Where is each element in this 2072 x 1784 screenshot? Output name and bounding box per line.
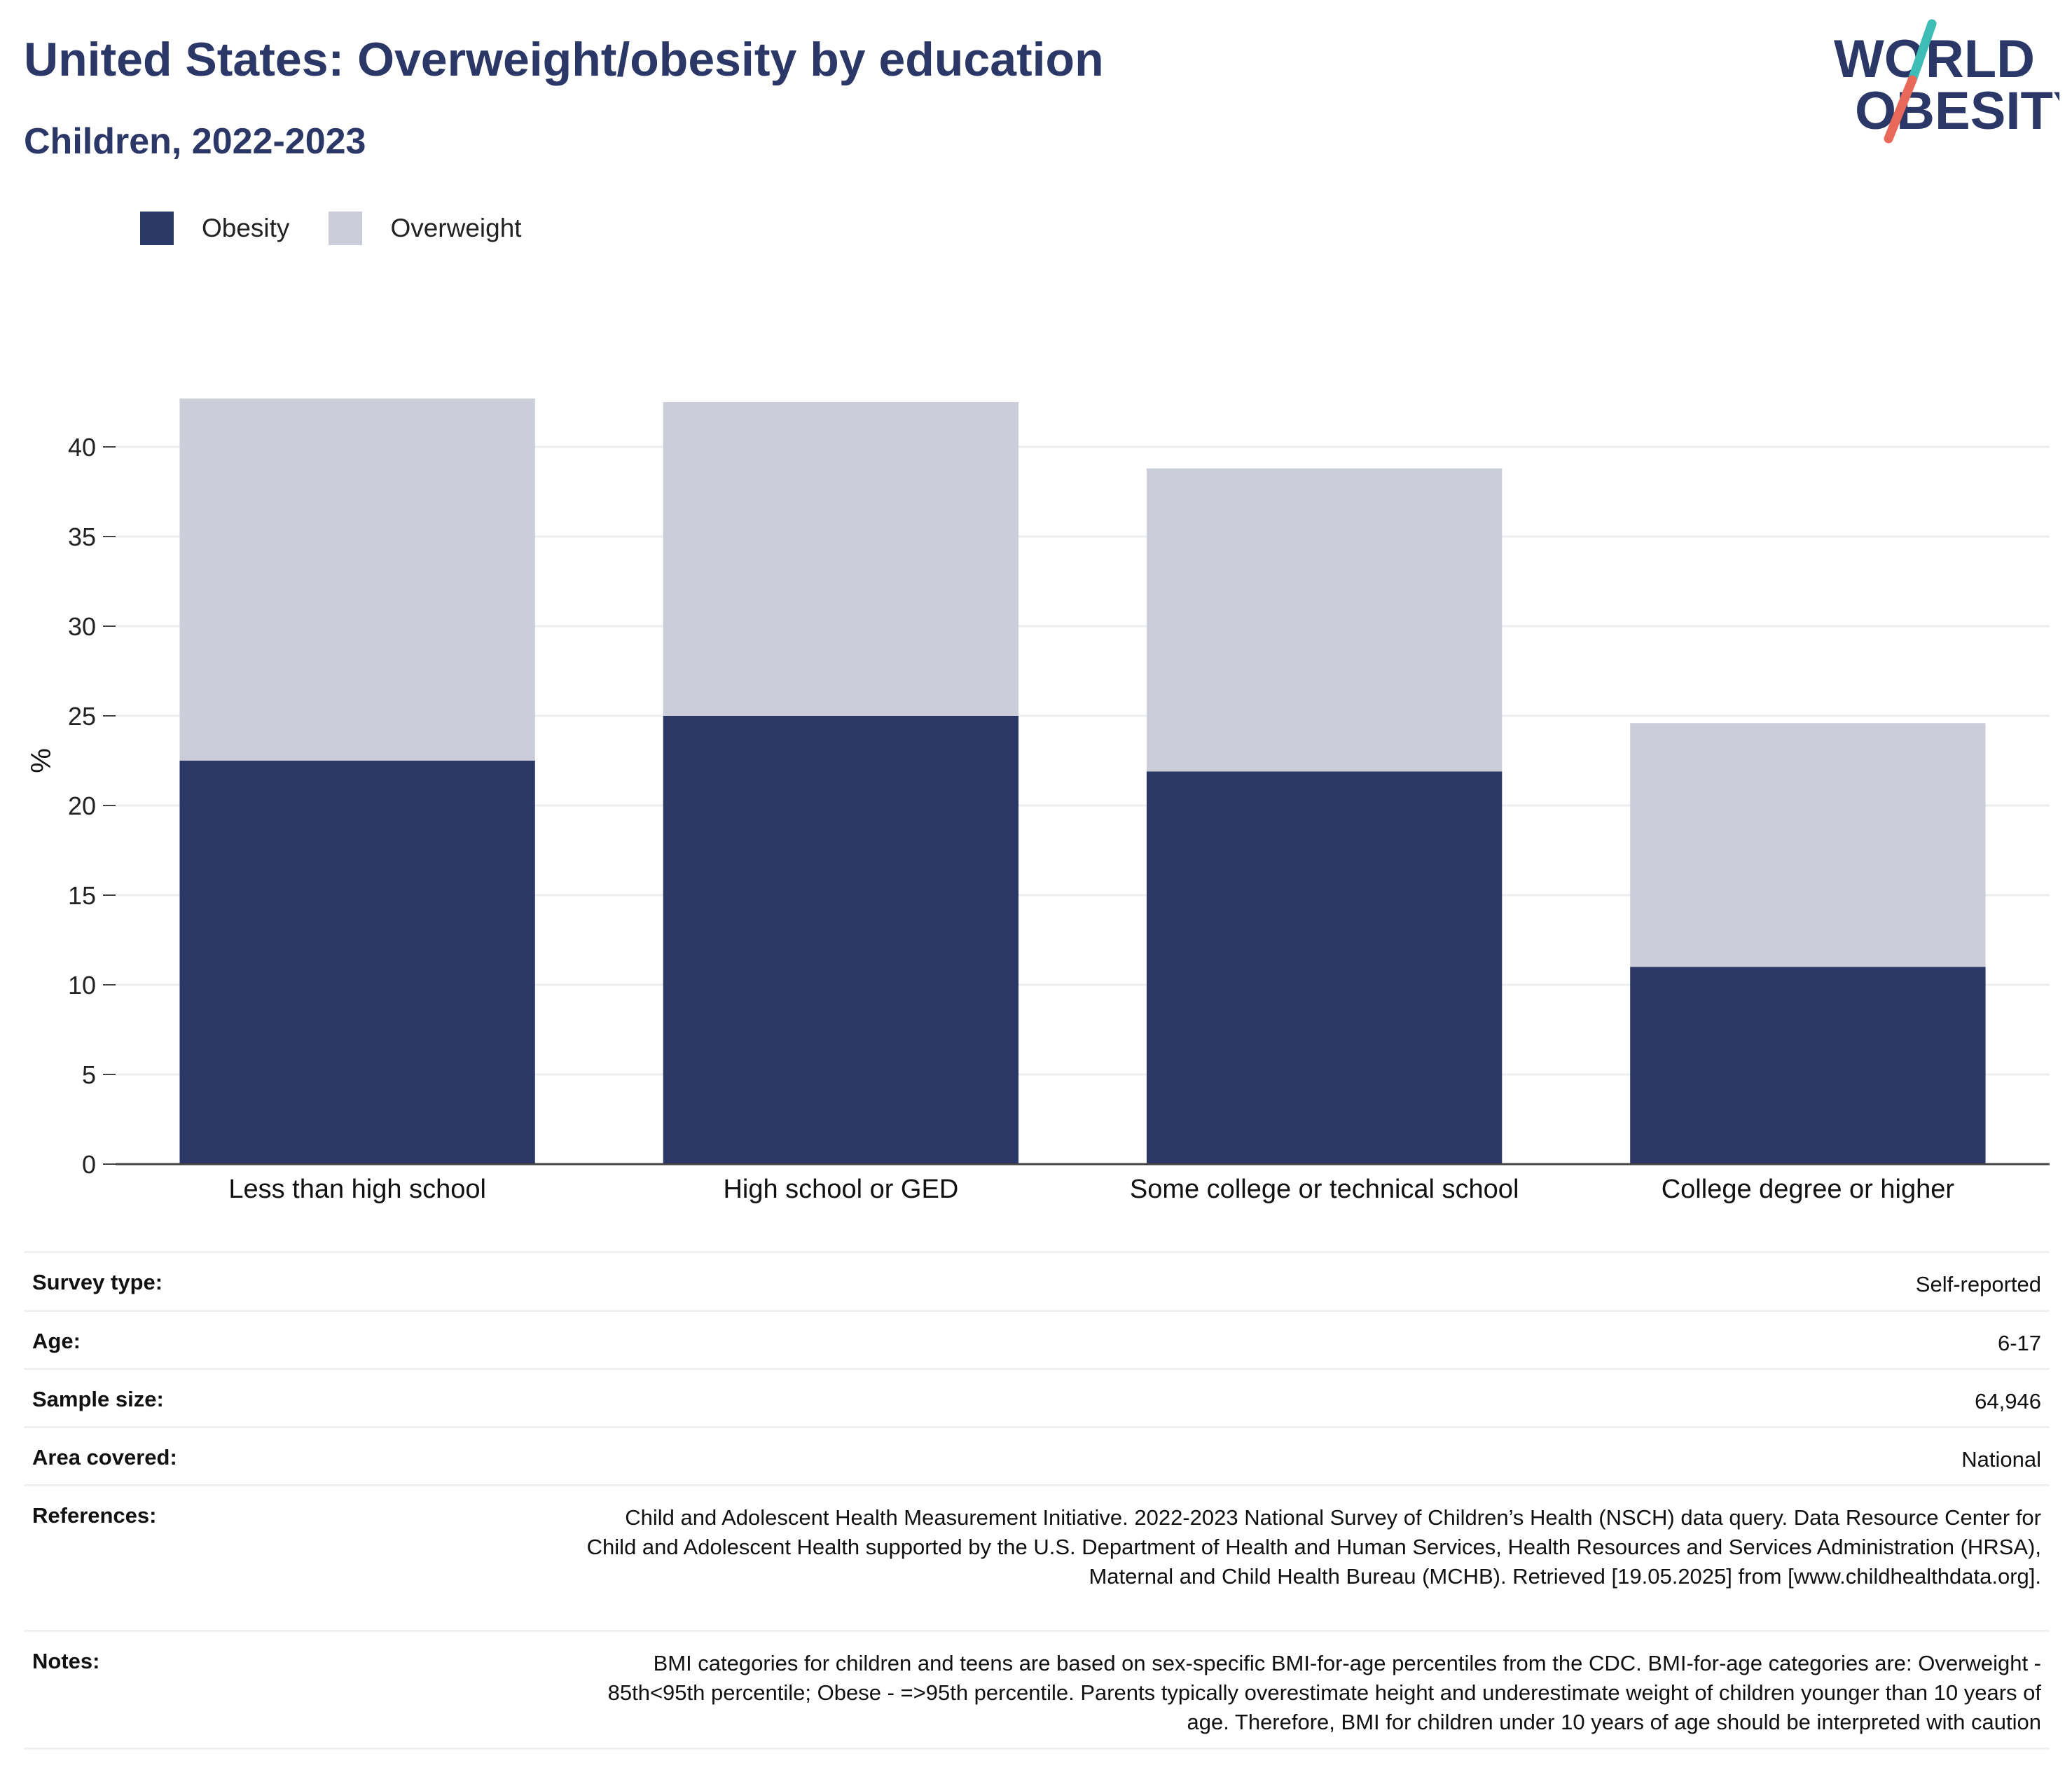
info-value: 64,946	[1975, 1389, 2041, 1413]
legend-swatch-obesity	[140, 212, 174, 245]
logo-line-1: WORLD	[1834, 29, 2035, 89]
info-value: Child and Adolescent Health Measurement …	[586, 1505, 2041, 1589]
logo-slash-teal	[1907, 19, 1937, 85]
bar-obesity-1	[179, 761, 535, 1164]
axes: 0 5 10 15 20 25 30 35 40 Less than high school Hig…	[68, 433, 2050, 1204]
info-row-area-covered: Area covered: National	[24, 1426, 2050, 1484]
info-value: BMI categories for children and teens ar…	[607, 1651, 2041, 1734]
bars	[179, 398, 1986, 1164]
bar-obesity-3	[1146, 771, 1503, 1164]
legend-label-obesity: Obesity	[202, 214, 290, 242]
info-key: References:	[32, 1503, 157, 1528]
info-key: Survey type:	[32, 1270, 163, 1294]
logo-slash-coral	[1884, 75, 1917, 144]
y-axis-title: %	[26, 748, 57, 773]
info-key: Notes:	[32, 1649, 100, 1673]
legend-item-overweight[interactable]: Overweight	[329, 212, 522, 245]
bar-overweight-4	[1630, 723, 1986, 967]
info-row-sample-size: Sample size: 64,946	[24, 1368, 2050, 1426]
y-tick-label: 5	[82, 1060, 96, 1089]
legend-swatch-overweight	[329, 212, 363, 245]
info-key: Age:	[32, 1329, 81, 1353]
bar-obesity-2	[663, 716, 1019, 1164]
bar-overweight-3	[1146, 468, 1503, 772]
info-key: Sample size:	[32, 1387, 164, 1411]
y-tick-label: 30	[68, 612, 96, 641]
y-tick-label: 10	[68, 971, 96, 1000]
table-bottom-border	[24, 1748, 2050, 1750]
x-category-label: College degree or higher	[1662, 1175, 1955, 1204]
info-value: 6-17	[1997, 1331, 2041, 1355]
bar-overweight-2	[663, 402, 1019, 716]
info-value: Self-reported	[1915, 1272, 2041, 1296]
info-row-age: Age: 6-17	[24, 1310, 2050, 1368]
chart-subtitle: Children, 2022-2023	[24, 121, 366, 162]
world-obesity-logo: WORLD OBESITY	[1821, 15, 2072, 155]
stacked-bar-chart: 0 5 10 15 20 25 30 35 40 Less than high school Hig…	[26, 398, 2050, 1204]
y-tick-label: 15	[68, 881, 96, 910]
y-tick-label: 35	[68, 523, 96, 551]
legend: Obesity Overweight	[140, 210, 561, 247]
info-value: National	[1961, 1447, 2041, 1472]
logo-line-2: OBESITY	[1855, 81, 2059, 141]
survey-info-table: Survey type: Self-reported Age: 6-17 Sam…	[24, 1251, 2050, 1750]
y-tick-label: 25	[68, 702, 96, 731]
info-row-notes: Notes: BMI categories for children and t…	[24, 1630, 2050, 1748]
y-tick-label: 0	[82, 1150, 96, 1179]
bar-obesity-4	[1630, 967, 1986, 1164]
y-tick-label: 20	[68, 791, 96, 820]
info-key: Area covered:	[32, 1445, 177, 1470]
info-row-references: References: Child and Adolescent Health …	[24, 1484, 2050, 1630]
info-row-survey-type: Survey type: Self-reported	[24, 1251, 2050, 1310]
x-category-label: Less than high school	[228, 1175, 486, 1204]
x-category-label: High school or GED	[723, 1175, 958, 1204]
x-category-label: Some college or technical school	[1130, 1175, 1519, 1204]
chart-title: United States: Overweight/obesity by edu…	[24, 33, 1104, 86]
bar-overweight-1	[179, 398, 535, 761]
y-tick-label: 40	[68, 433, 96, 462]
legend-label-overweight: Overweight	[390, 214, 522, 242]
legend-item-obesity[interactable]: Obesity	[140, 212, 289, 245]
